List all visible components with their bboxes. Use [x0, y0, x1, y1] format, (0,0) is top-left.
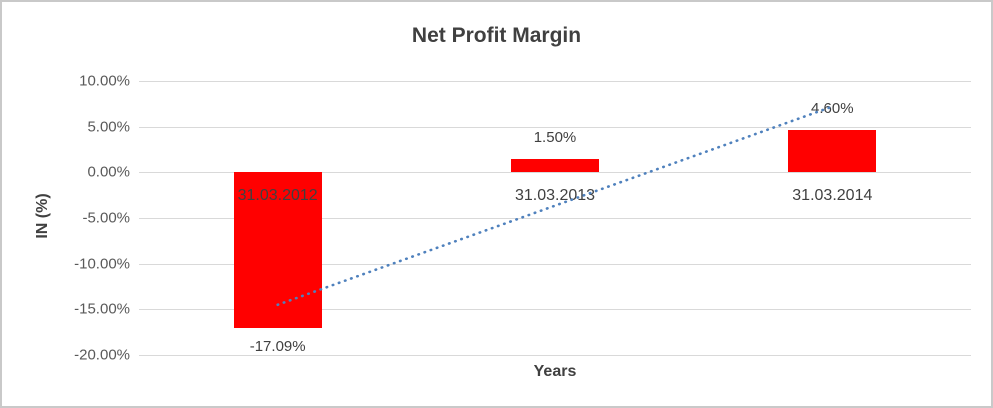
gridline [139, 81, 971, 82]
gridline [139, 355, 971, 356]
category-label: 31.03.2014 [792, 187, 873, 205]
gridline [139, 126, 971, 128]
y-axis-tick-label: -20.00% [74, 346, 130, 364]
y-axis-tick-label: 0.00% [87, 163, 130, 181]
bar-31.03.2013 [511, 158, 599, 173]
x-axis-title: Years [533, 363, 577, 380]
chart-title: Net Profit Margin [411, 24, 582, 47]
y-axis-tick-label: -10.00% [74, 255, 130, 273]
data-label: -17.09% [249, 338, 306, 356]
bar-31.03.2014 [788, 130, 877, 173]
y-axis-tick-label: -15.00% [74, 300, 130, 318]
category-label: 31.03.2013 [514, 187, 596, 205]
category-label: 31.03.2012 [237, 187, 318, 205]
y-axis-tick-label: 5.00% [87, 118, 130, 136]
data-label: 1.50% [533, 128, 577, 146]
data-label: 4.60% [811, 100, 854, 118]
gridline [139, 309, 971, 311]
y-axis-tick-label: -5.00% [82, 209, 130, 227]
y-axis-tick-label: 10.00% [79, 72, 130, 90]
